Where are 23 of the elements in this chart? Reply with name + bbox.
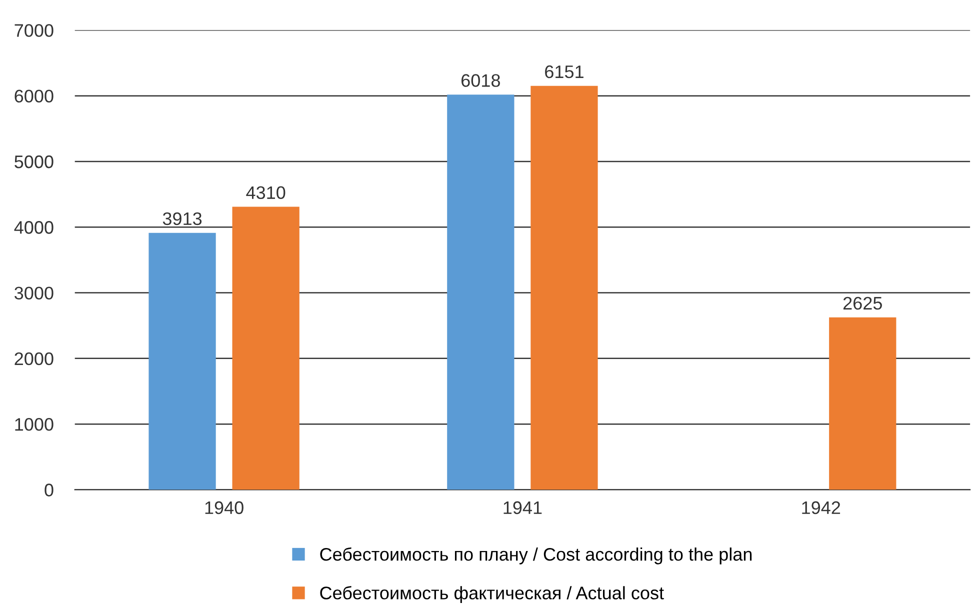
legend-label: Себестоимость по плану / Cost according to the plan [320,547,752,564]
bar [447,94,514,490]
data-label: 3913 [162,212,202,226]
y-tick-label: 7000 [14,24,54,37]
bar [148,232,216,490]
bar [530,86,598,490]
x-tick-label: 1941 [504,501,542,514]
y-tick-label: 5000 [14,155,54,168]
y-tick-label: 0 [44,484,54,496]
bar [829,317,896,490]
data-label: 6018 [462,74,500,87]
y-tick-label: 2000 [14,352,54,366]
data-label: 2625 [843,296,882,310]
y-tick-label: 1000 [15,418,54,431]
bar [232,206,300,490]
data-label: 4310 [246,186,286,200]
x-tick-label: 1940 [205,501,244,514]
data-label: 6151 [545,65,584,78]
x-tick-label: 1942 [802,501,840,514]
y-tick-label: 6000 [14,90,54,103]
y-tick-label: 4000 [14,221,54,234]
legend-label: Себестоимость фактическая / Actual cost [320,586,664,603]
y-tick-label: 3000 [14,286,54,300]
